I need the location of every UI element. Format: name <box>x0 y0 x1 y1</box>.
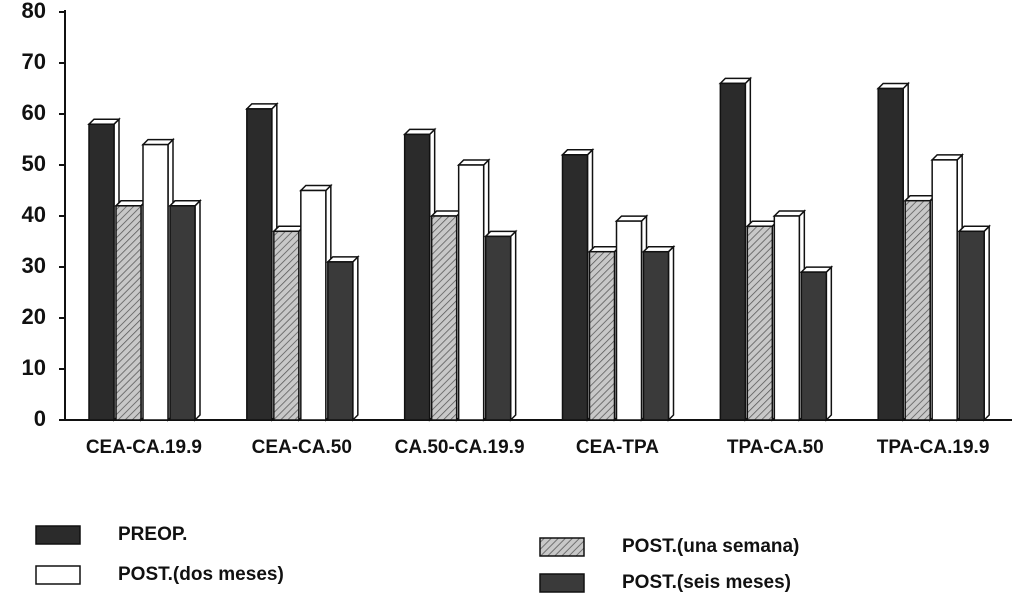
y-tick-label: 30 <box>22 253 46 278</box>
x-tick-label: CEA-TPA <box>576 437 659 458</box>
bar <box>877 87 904 421</box>
y-tick-label: 60 <box>22 100 46 125</box>
legend-swatch <box>35 565 81 585</box>
bar <box>719 82 747 421</box>
bar <box>958 230 985 421</box>
y-tick-label: 20 <box>22 304 46 329</box>
legend-swatch <box>539 573 585 593</box>
bar <box>246 108 273 421</box>
x-tick-label: CEA-CA.50 <box>252 437 352 458</box>
bar <box>115 205 142 421</box>
bar-top <box>326 256 360 263</box>
bar <box>746 225 774 421</box>
legend-label: POST.(seis meses) <box>622 572 791 593</box>
bar <box>430 215 458 421</box>
x-tick-label: TPA-CA.19.9 <box>877 437 990 458</box>
bar <box>142 143 169 421</box>
bar <box>642 250 670 421</box>
bar <box>457 164 485 421</box>
bar <box>300 189 327 421</box>
legend-label: POST.(dos meses) <box>118 564 284 585</box>
bar-top <box>245 103 279 110</box>
y-tick-label: 50 <box>22 151 46 176</box>
bar-top <box>718 77 753 85</box>
legend-swatch <box>539 537 585 557</box>
bar <box>561 154 589 421</box>
bar <box>615 220 643 421</box>
legend-label: POST.(una semana) <box>622 536 799 557</box>
bar-top <box>587 245 622 253</box>
y-tick-label: 0 <box>34 406 46 431</box>
bar-top <box>745 220 780 227</box>
bar-top <box>930 154 964 161</box>
bar <box>904 199 931 421</box>
legend-swatch <box>35 525 81 545</box>
bar-top <box>560 149 595 156</box>
legend-label: PREOP. <box>118 524 187 545</box>
y-tick-label: 10 <box>22 355 46 380</box>
x-tick-label: CA.50-CA.19.9 <box>395 437 525 458</box>
bar <box>169 205 196 421</box>
x-tick-label: CEA-CA.19.9 <box>86 437 202 458</box>
bar <box>403 133 431 421</box>
bar-top <box>641 245 676 253</box>
bar <box>773 215 801 421</box>
bar <box>484 235 512 421</box>
bar-top <box>483 230 518 238</box>
bar <box>800 271 828 421</box>
bar-top <box>402 128 437 136</box>
bar-top <box>903 194 937 202</box>
bar <box>588 250 616 421</box>
y-tick-label: 40 <box>22 202 46 227</box>
bar <box>327 261 354 421</box>
bar <box>931 159 958 421</box>
y-tick-label: 70 <box>22 49 46 74</box>
bar <box>88 123 115 421</box>
y-tick-label: 80 <box>22 0 46 23</box>
x-tick-label: TPA-CA.50 <box>727 437 824 458</box>
bar <box>273 230 300 421</box>
